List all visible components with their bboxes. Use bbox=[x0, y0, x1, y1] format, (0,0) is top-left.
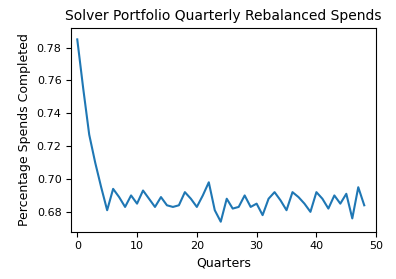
Y-axis label: Percentage Spends Completed: Percentage Spends Completed bbox=[18, 33, 31, 226]
Title: Solver Portfolio Quarterly Rebalanced Spends: Solver Portfolio Quarterly Rebalanced Sp… bbox=[65, 9, 382, 23]
X-axis label: Quarters: Quarters bbox=[196, 257, 251, 270]
